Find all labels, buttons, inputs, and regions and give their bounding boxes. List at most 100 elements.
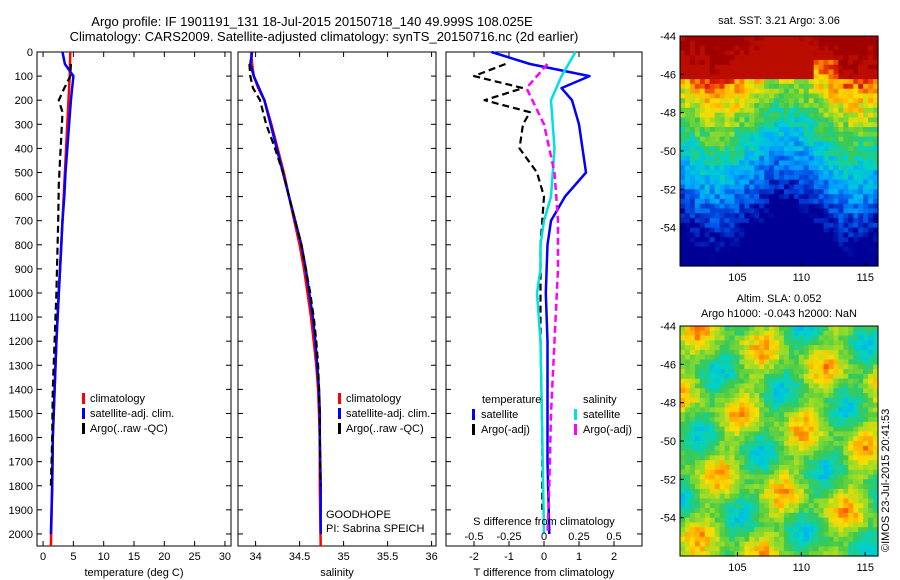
- sla-map-cell: [853, 441, 859, 447]
- sst-map-cell: [709, 59, 716, 66]
- sla-map-cell: [734, 359, 740, 365]
- sla-map-cell: [818, 527, 825, 533]
- sst-map-cell: [813, 208, 820, 214]
- sla-map-cell: [873, 426, 879, 433]
- sla-map-cell: [783, 378, 790, 385]
- sst-map-cell: [828, 222, 835, 229]
- sst-map-cell: [694, 98, 701, 104]
- sst-map-cell: [833, 112, 839, 119]
- sst-map-cell: [873, 64, 879, 71]
- sla-map-cell: [680, 445, 686, 452]
- sst-map-cell: [783, 232, 790, 238]
- sst-map-cell: [813, 232, 820, 238]
- sla-map-cell: [843, 498, 849, 504]
- sst-map-cell: [798, 69, 805, 75]
- sla-map-cell: [848, 330, 854, 337]
- sst-map-cell: [724, 213, 731, 219]
- sst-map-cell: [788, 170, 795, 176]
- sla-map-cell: [813, 488, 820, 495]
- sla-map-cell: [779, 412, 785, 418]
- sst-map-cell: [680, 131, 686, 138]
- sla-map-cell: [838, 508, 844, 514]
- sla-map-cell: [818, 541, 825, 548]
- sst-map-cell: [868, 117, 874, 123]
- sst-map-cell: [689, 127, 696, 133]
- sla-map-cell: [833, 330, 839, 337]
- sla-map-cell: [680, 369, 686, 375]
- sla-map-cell: [818, 455, 825, 461]
- sst-map-cell: [808, 74, 815, 80]
- sst-map-cell: [684, 256, 691, 262]
- sst-map-cell: [853, 88, 859, 95]
- sst-map-cell: [704, 227, 711, 234]
- sst-map-cell: [793, 189, 800, 195]
- sst-map-cell: [783, 160, 790, 166]
- sla-map-cell: [694, 484, 701, 490]
- sst-map-cell: [729, 112, 736, 119]
- sla-map-cell: [783, 335, 790, 341]
- sst-map-cell: [709, 179, 716, 186]
- sst-map-cell: [769, 107, 775, 114]
- sla-map-cell: [709, 508, 716, 514]
- sla-map-cell: [783, 503, 790, 509]
- sst-map-cell: [719, 256, 726, 262]
- sst-map-cell: [873, 155, 879, 162]
- sst-map-cell: [694, 146, 701, 152]
- sst-map-cell: [739, 218, 745, 224]
- sla-map-cell: [759, 378, 765, 385]
- sla-map-cell: [764, 479, 770, 485]
- sla-map-cell: [729, 378, 736, 385]
- sst-map-cell: [793, 232, 800, 238]
- sst-map-cell: [858, 103, 864, 109]
- sla-map-cell: [803, 364, 810, 370]
- sla-map-cell: [853, 479, 859, 485]
- sla-map-cell: [828, 397, 835, 404]
- sla-map-cell: [843, 551, 849, 557]
- sst-map-cell: [739, 36, 745, 42]
- sst-map-cell: [749, 146, 755, 152]
- sst-map-cell: [873, 160, 879, 166]
- sla-map-cell: [779, 460, 785, 466]
- sst-map-cell: [709, 55, 716, 61]
- sst-map-cell: [803, 93, 810, 99]
- sla-map-cell: [823, 498, 830, 504]
- sla-map-cell: [714, 393, 721, 399]
- sla-map-cell: [714, 445, 721, 452]
- sla-map-cell: [684, 450, 691, 456]
- sst-map-cell: [838, 256, 844, 262]
- sst-map-cell: [734, 189, 740, 195]
- sst-map-cell: [818, 127, 825, 133]
- temperature-xtick-label: 0: [40, 551, 46, 563]
- sst-map-cell: [680, 103, 686, 109]
- sst-map-cell: [833, 261, 839, 267]
- temperature-ytick-label: 1400: [9, 384, 33, 396]
- sla-map-cell: [694, 488, 701, 495]
- sla-map-cell: [714, 522, 721, 528]
- sst-map-cell: [759, 88, 765, 95]
- sst-map-cell: [873, 74, 879, 80]
- sst-map-cell: [739, 45, 745, 51]
- sla-map-cell: [709, 512, 716, 519]
- sla-map-cell: [689, 421, 696, 428]
- sla-map-cell: [714, 431, 721, 437]
- sst-map-cell: [754, 174, 760, 181]
- sla-map-cell: [764, 508, 770, 514]
- sla-map-cell: [828, 484, 835, 490]
- sst-map-cell: [734, 160, 740, 166]
- sla-map-cell: [833, 551, 839, 557]
- sst-map-cell: [788, 194, 795, 200]
- sla-map-cell: [739, 455, 745, 461]
- sla-map-cell: [764, 378, 770, 385]
- sst-map-cell: [709, 122, 716, 128]
- sst-map-cell: [684, 131, 691, 138]
- temperature-ytick-label: 1300: [9, 360, 33, 372]
- sst-map-cell: [689, 151, 696, 157]
- sla-map-cell: [793, 527, 800, 533]
- sla-map-cell: [853, 436, 859, 442]
- sst-map-cell: [754, 237, 760, 243]
- sla-map-cell: [788, 541, 795, 548]
- sst-map-cell: [764, 189, 770, 195]
- sst-map-cell: [838, 251, 844, 258]
- sst-map-cell: [744, 93, 750, 99]
- sst-map-cell: [813, 237, 820, 243]
